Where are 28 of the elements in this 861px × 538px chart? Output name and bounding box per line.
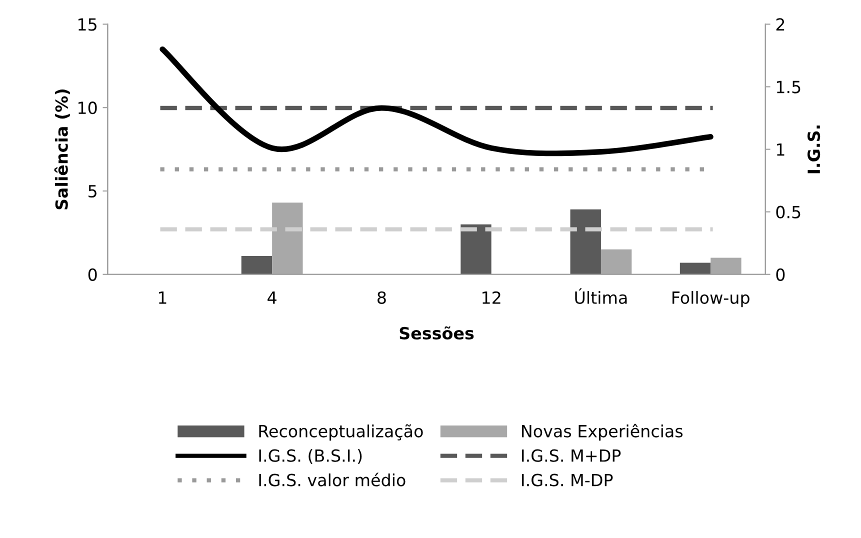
x-tick-label: Follow-up bbox=[672, 291, 750, 308]
legend-label: I.G.S. (B.S.I.) bbox=[259, 449, 362, 464]
bar bbox=[570, 209, 601, 274]
x-tick-label: 4 bbox=[268, 292, 276, 304]
x-tick-label: Última bbox=[575, 288, 627, 304]
y2-tick-label: 0.5 bbox=[776, 206, 800, 218]
y2-tick-label: 0 bbox=[776, 268, 785, 281]
x-tick-label: 12 bbox=[482, 291, 500, 304]
x-axis-title: Sessões bbox=[400, 326, 474, 340]
bar bbox=[460, 224, 492, 274]
y2-axis-title: I.G.S. bbox=[808, 126, 820, 174]
y-axis-title: Saliência (%) bbox=[54, 90, 70, 210]
y2-tick-label: 1.5 bbox=[776, 80, 800, 94]
legend-label: I.G.S. M-DP bbox=[522, 474, 613, 486]
x-tick-label: 1 bbox=[158, 292, 166, 304]
y-tick-label: 10 bbox=[78, 102, 97, 114]
x-tick-label: 8 bbox=[378, 291, 386, 304]
y-tick-label: 15 bbox=[78, 18, 96, 31]
bar bbox=[680, 262, 711, 274]
y-tick-label: 0 bbox=[88, 268, 97, 281]
legend-label: I.G.S. valor médio bbox=[259, 472, 406, 486]
y2-tick-label: 2 bbox=[776, 18, 784, 31]
y2-tick-label: 1 bbox=[776, 143, 784, 156]
bar bbox=[241, 256, 272, 274]
legend-label: Reconceptualização bbox=[259, 424, 423, 441]
legend-label: Novas Experiências bbox=[522, 424, 683, 441]
y-tick-label: 5 bbox=[88, 185, 96, 198]
legend-label: I.G.S. M+DP bbox=[522, 449, 621, 462]
